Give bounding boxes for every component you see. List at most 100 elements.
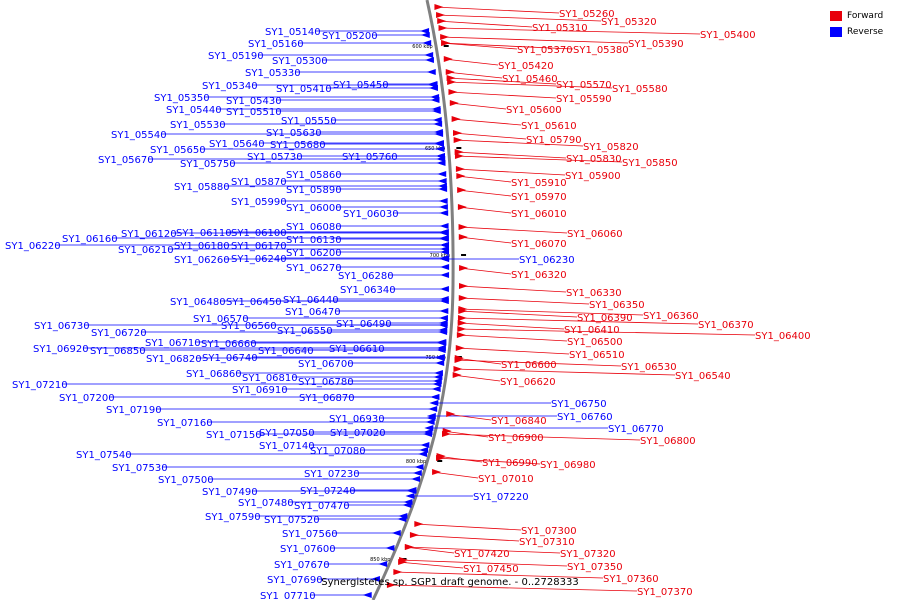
forward-gene-arrow[interactable] [438,25,448,31]
reverse-gene-arrow[interactable] [433,129,443,135]
gene-label-sy1-07530[interactable]: SY1_07530 [112,463,168,474]
reverse-gene-arrow[interactable] [440,272,450,278]
gene-label-sy1-07200[interactable]: SY1_07200 [59,393,115,404]
forward-gene-arrow[interactable] [451,116,461,122]
reverse-gene-arrow[interactable] [402,502,412,508]
gene-label-sy1-06320[interactable]: SY1_06320 [511,270,567,281]
forward-gene-arrow[interactable] [453,130,463,136]
reverse-gene-arrow[interactable] [420,442,430,448]
gene-label-sy1-07470[interactable]: SY1_07470 [294,501,350,512]
forward-gene-arrow[interactable] [457,315,467,321]
gene-label-sy1-05730[interactable]: SY1_05730 [247,152,303,163]
gene-label-sy1-06160[interactable]: SY1_06160 [62,234,118,245]
gene-label-sy1-05640[interactable]: SY1_05640 [209,139,265,150]
gene-label-sy1-05440[interactable]: SY1_05440 [166,105,222,116]
reverse-gene-arrow[interactable] [439,286,449,292]
gene-label-sy1-06700[interactable]: SY1_06700 [298,359,354,370]
gene-label-sy1-06120[interactable]: SY1_06120 [121,229,177,240]
forward-gene-arrow[interactable] [458,308,468,314]
gene-label-sy1-07210[interactable]: SY1_07210 [12,380,68,391]
gene-label-sy1-07050[interactable]: SY1_07050 [259,428,315,439]
gene-label-sy1-06440[interactable]: SY1_06440 [283,295,339,306]
forward-gene-arrow[interactable] [452,372,462,378]
forward-gene-arrow[interactable] [445,69,455,75]
gene-label-sy1-05610[interactable]: SY1_05610 [521,121,577,132]
gene-label-sy1-05430[interactable]: SY1_05430 [226,96,282,107]
reverse-gene-arrow[interactable] [433,370,443,376]
forward-gene-arrow[interactable] [453,366,463,372]
forward-gene-arrow[interactable] [459,265,469,271]
gene-label-sy1-07160[interactable]: SY1_07160 [157,418,213,429]
reverse-gene-arrow[interactable] [370,576,380,582]
gene-label-sy1-06860[interactable]: SY1_06860 [186,369,242,380]
reverse-gene-arrow[interactable] [435,355,445,361]
reverse-gene-arrow[interactable] [438,186,448,192]
gene-label-sy1-07560[interactable]: SY1_07560 [282,529,338,540]
gene-label-sy1-07020[interactable]: SY1_07020 [330,428,386,439]
reverse-gene-arrow[interactable] [437,178,447,184]
gene-label-sy1-06480[interactable]: SY1_06480 [170,297,226,308]
gene-label-sy1-06750[interactable]: SY1_06750 [551,399,607,410]
forward-gene-arrow[interactable] [440,34,450,40]
gene-label-sy1-06240[interactable]: SY1_06240 [231,254,287,265]
gene-label-sy1-06530[interactable]: SY1_06530 [621,362,677,373]
gene-label-sy1-06030[interactable]: SY1_06030 [343,209,399,220]
gene-label-sy1-05630[interactable]: SY1_05630 [266,128,322,139]
gene-label-sy1-06560[interactable]: SY1_06560 [221,321,277,332]
gene-label-sy1-06990[interactable]: SY1_06990 [482,458,538,469]
gene-label-sy1-05670[interactable]: SY1_05670 [98,155,154,166]
forward-gene-arrow[interactable] [441,40,451,46]
gene-label-sy1-06210[interactable]: SY1_06210 [118,245,174,256]
reverse-gene-arrow[interactable] [428,85,438,91]
reverse-gene-arrow[interactable] [439,298,449,304]
gene-label-sy1-07220[interactable]: SY1_07220 [473,492,529,503]
forward-gene-arrow[interactable] [457,187,467,193]
reverse-gene-arrow[interactable] [436,347,446,353]
forward-gene-arrow[interactable] [409,532,419,538]
gene-label-sy1-06800[interactable]: SY1_06800 [640,436,696,447]
gene-label-sy1-07500[interactable]: SY1_07500 [158,475,214,486]
reverse-gene-arrow[interactable] [439,229,449,235]
forward-gene-arrow[interactable] [455,166,465,172]
gene-label-sy1-07360[interactable]: SY1_07360 [603,574,659,585]
forward-gene-arrow[interactable] [457,204,467,210]
forward-gene-arrow[interactable] [447,79,457,85]
reverse-gene-arrow[interactable] [431,108,441,114]
gene-label-sy1-05370[interactable]: SY1_05370 [517,45,573,56]
gene-label-sy1-05410[interactable]: SY1_05410 [276,84,332,95]
gene-label-sy1-05760[interactable]: SY1_05760 [342,152,398,163]
reverse-gene-arrow[interactable] [422,40,432,46]
gene-label-sy1-06980[interactable]: SY1_06980 [540,460,596,471]
gene-label-sy1-07420[interactable]: SY1_07420 [454,549,510,560]
gene-label-sy1-05200[interactable]: SY1_05200 [322,31,378,42]
gene-label-sy1-07520[interactable]: SY1_07520 [264,515,320,526]
gene-label-sy1-05900[interactable]: SY1_05900 [565,171,621,182]
gene-label-sy1-06920[interactable]: SY1_06920 [33,344,89,355]
gene-label-sy1-06000[interactable]: SY1_06000 [286,203,342,214]
forward-gene-arrow[interactable] [458,224,468,230]
reverse-gene-arrow[interactable] [435,141,445,147]
reverse-gene-arrow[interactable] [438,329,448,335]
gene-label-sy1-07140[interactable]: SY1_07140 [259,441,315,452]
gene-label-sy1-05860[interactable]: SY1_05860 [286,170,342,181]
gene-label-sy1-06900[interactable]: SY1_06900 [488,433,544,444]
gene-label-sy1-06620[interactable]: SY1_06620 [500,377,556,388]
reverse-gene-arrow[interactable] [391,530,401,536]
gene-label-sy1-05420[interactable]: SY1_05420 [498,61,554,72]
forward-gene-arrow[interactable] [436,12,446,18]
gene-label-sy1-05350[interactable]: SY1_05350 [154,93,210,104]
gene-label-sy1-06400[interactable]: SY1_06400 [755,331,811,342]
gene-label-sy1-05910[interactable]: SY1_05910 [511,178,567,189]
gene-label-sy1-06490[interactable]: SY1_06490 [336,319,392,330]
reverse-gene-arrow[interactable] [428,406,438,412]
gene-label-sy1-06280[interactable]: SY1_06280 [338,271,394,282]
forward-gene-arrow[interactable] [458,295,468,301]
gene-label-sy1-07600[interactable]: SY1_07600 [280,544,336,555]
gene-label-sy1-05880[interactable]: SY1_05880 [174,182,230,193]
gene-label-sy1-07080[interactable]: SY1_07080 [310,446,366,457]
gene-label-sy1-05510[interactable]: SY1_05510 [226,107,282,118]
gene-label-sy1-06500[interactable]: SY1_06500 [567,337,623,348]
gene-label-sy1-06780[interactable]: SY1_06780 [298,377,354,388]
gene-label-sy1-06070[interactable]: SY1_06070 [511,239,567,250]
